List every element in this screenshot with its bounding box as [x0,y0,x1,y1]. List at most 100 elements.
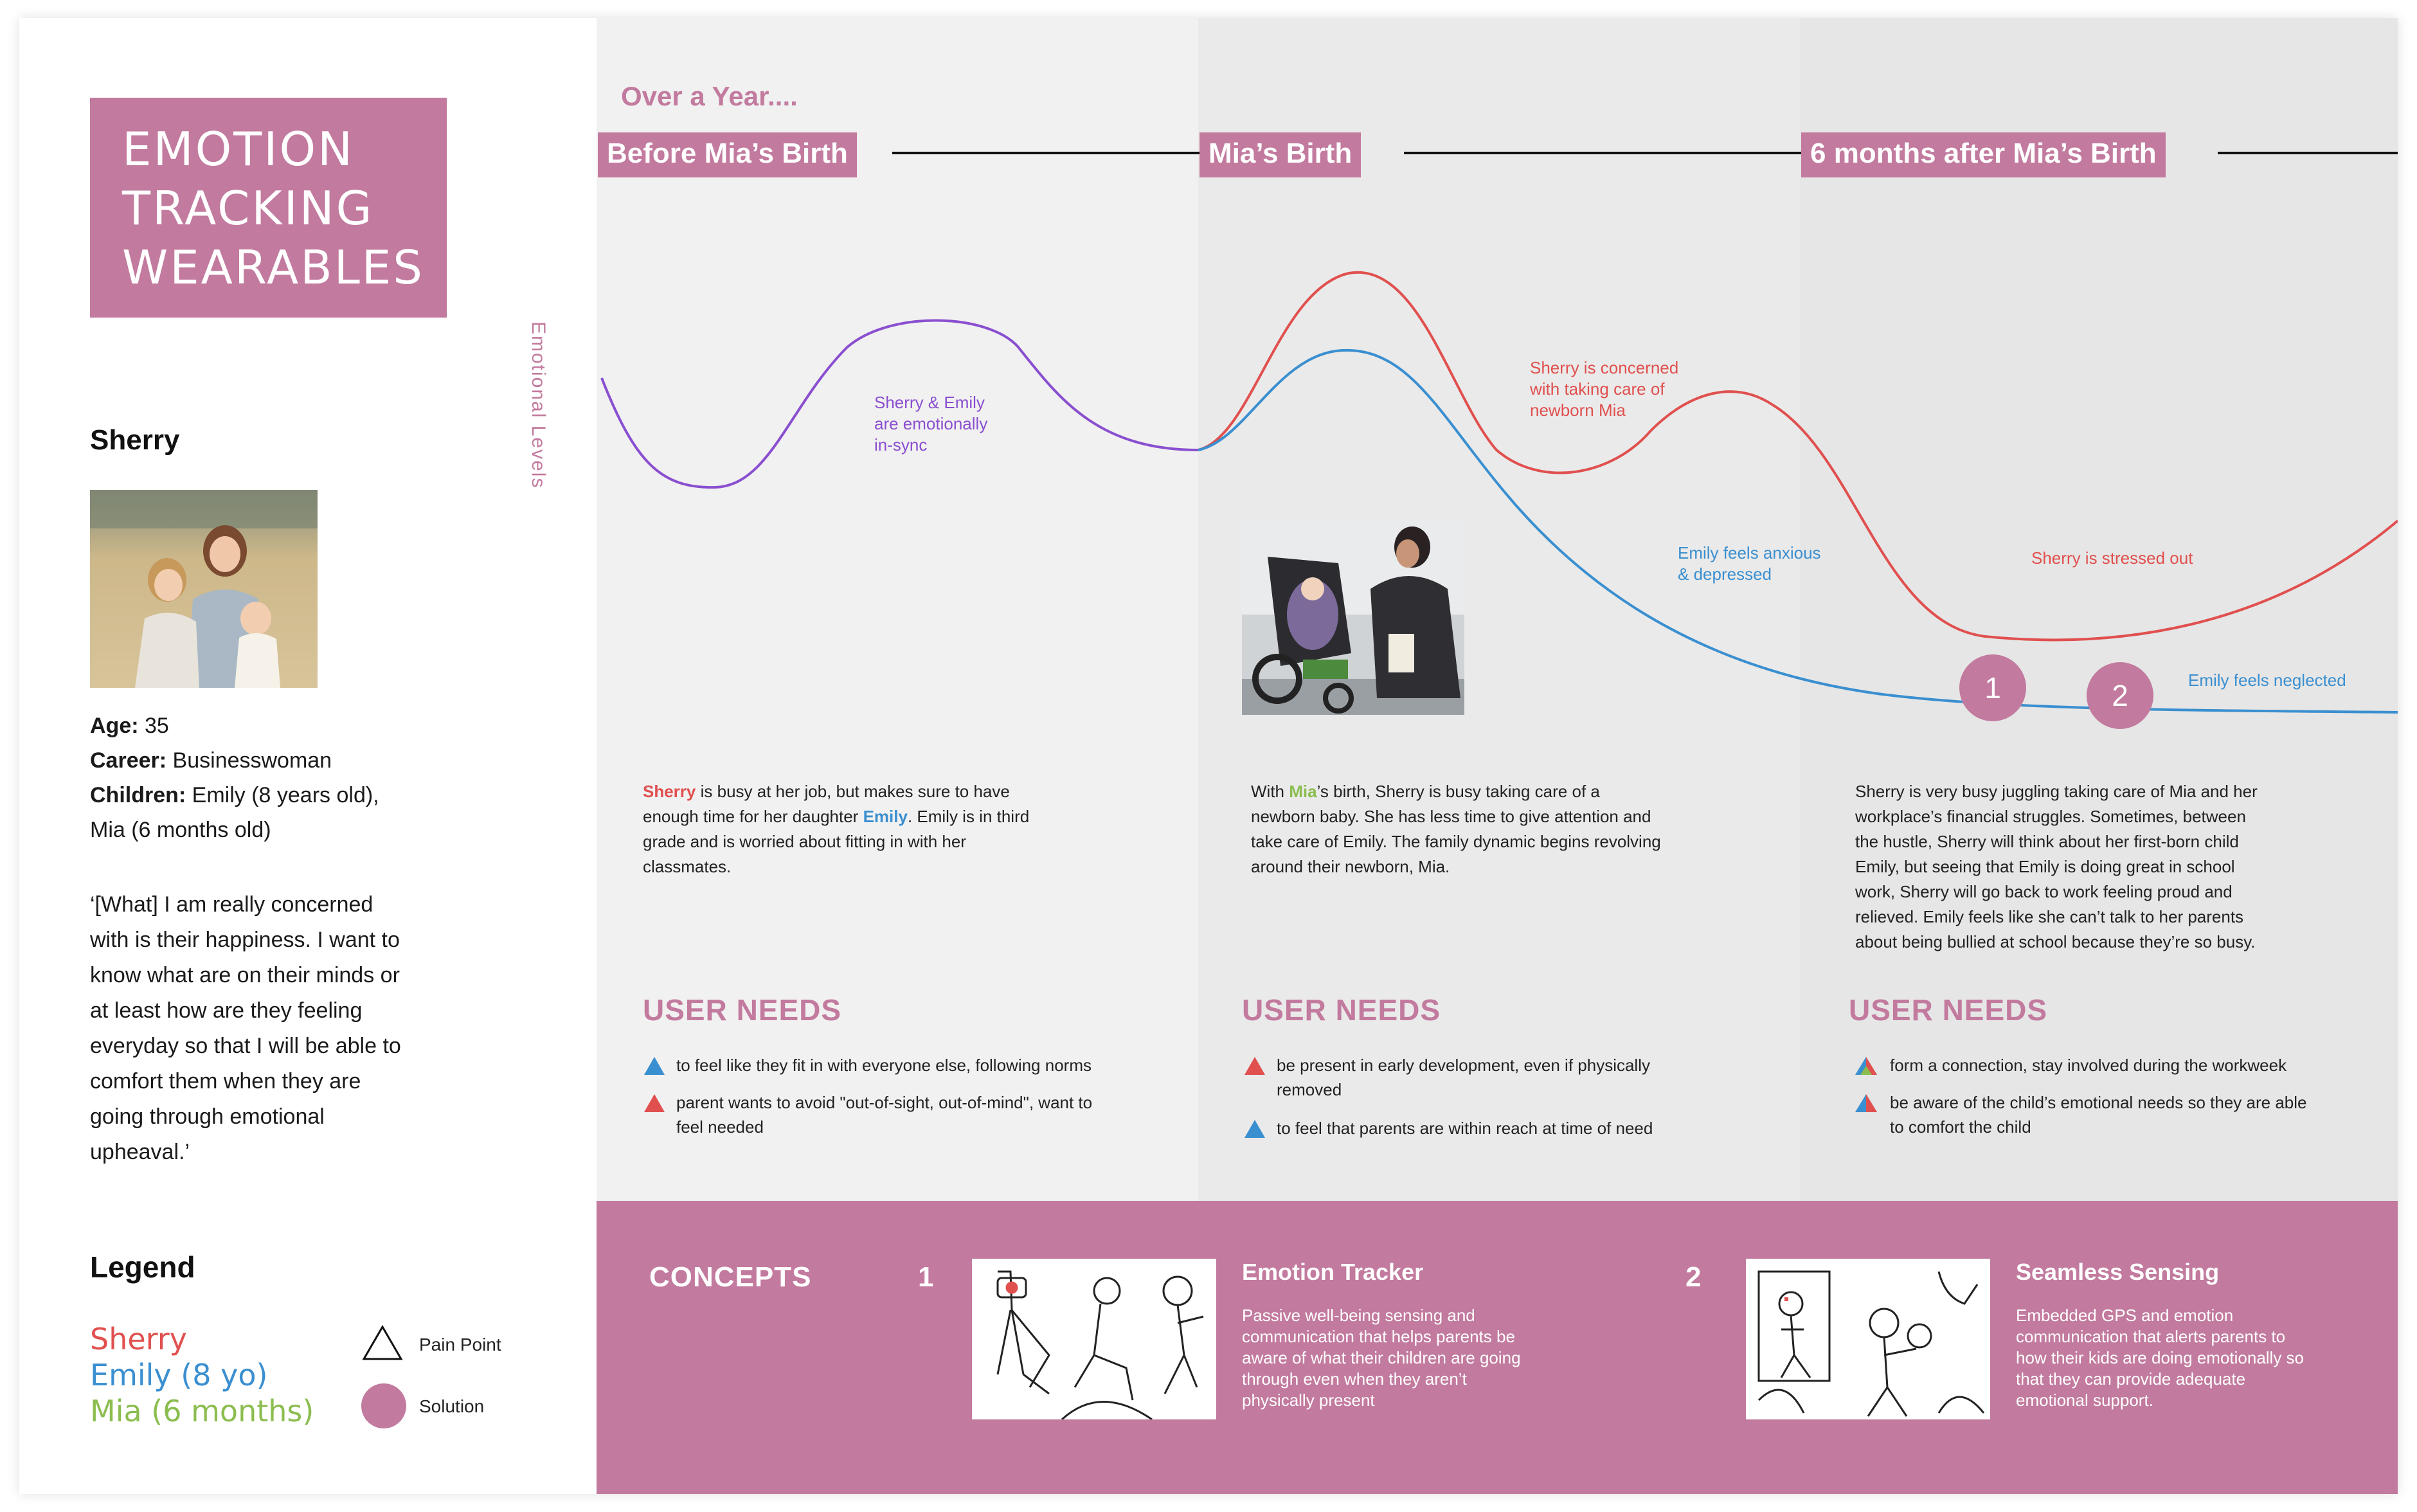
concept-2-sketch [1746,1259,1990,1419]
description-line: work, Sherry will go back to work feelin… [1855,882,2233,901]
legend-title: Legend [90,1250,195,1284]
annotation-sherry-concerned: Sherry is concerned with taking care of … [1530,357,1678,421]
persona-photo [90,490,318,688]
career-value: Businesswoman [166,748,332,773]
user-needs-title-2: USER NEEDS [1242,993,1441,1027]
stroller-photo [1242,518,1464,715]
description-text: With [1251,782,1289,801]
description-line: about being bullied at school because th… [1855,932,2256,951]
pain-point-triangle-icon [362,1325,403,1360]
concept-1-description: Passive well-being sensing and communica… [1242,1305,1521,1411]
stage-column-six-months [1800,18,2398,1201]
concepts-band [597,1201,2398,1494]
concept-desc-line: Passive well-being sensing and [1242,1306,1475,1325]
title-line: EMOTION [122,122,355,176]
red-blue-triangle-icon [1855,1094,1877,1112]
description-line: the hustle, Sherry will think about her … [1855,832,2239,851]
concept-desc-line: communication that alerts parents to [2016,1327,2286,1346]
persona-name: Sherry [90,424,180,456]
quote-line: ‘[What] I am really concerned [90,892,373,917]
description-line: newborn baby. She has less time to give … [1251,807,1651,826]
annotation-in-sync: Sherry & Emily are emotionally in-sync [874,392,987,456]
description-line: relieved. Emily feels like she can’t tal… [1855,907,2244,926]
legend-emily: Emily (8 yo) [90,1358,268,1392]
quote-line: know what are on their minds or [90,963,400,987]
red-triangle-icon [1244,1057,1265,1075]
concept-desc-line: through even when they aren’t [1242,1369,1467,1389]
legend-pain-point-label: Pain Point [419,1335,501,1354]
annotation-line: are emotionally [874,414,988,433]
concept-2-number: 2 [1685,1261,1702,1293]
description-line: Sherry is busy at her job, but makes sur… [643,779,1183,804]
timeline-line [892,152,1201,154]
need-line: removed [1277,1080,1342,1099]
stage-tag-six-months: 6 months after Mia’s Birth [1801,132,2166,177]
description-text: . Emily is in third [907,807,1030,826]
emily-highlight: Emily [863,807,908,826]
annotation-line: with taking care of [1530,379,1665,399]
stage-column-before-birth [597,18,1198,1201]
emotion-curves [600,271,2398,714]
blue-triangle-icon [644,1057,665,1075]
description-line: Sherry is very busy juggling taking care… [1855,782,2258,801]
user-needs-title-3: USER NEEDS [1849,993,2048,1027]
concept-desc-line: how their kids are doing emotionally so [2016,1348,2305,1367]
persona-children: Children: Emily (8 years old), [90,778,379,813]
description-line: Emily, but seeing that Emily is doing gr… [1855,857,2235,876]
annotation-line: in-sync [874,435,928,455]
need-line: be aware of the child’s emotional needs … [1890,1093,2307,1112]
quote-line: everyday so that I will be able to [90,1034,401,1058]
timeline-line [1404,152,1802,154]
annotation-line: Sherry is concerned [1530,358,1679,377]
concept-1-sketch [972,1259,1216,1421]
quote-line: comfort them when they are [90,1069,361,1094]
mia-highlight: Mia [1289,782,1317,801]
children-label: Children: [90,783,186,807]
persona-age: Age: 35 [90,708,169,743]
quote-line: at least how are they feeling [90,998,363,1023]
persona-quote: ‘[What] I am really concerned with is th… [90,887,450,1170]
timeline-label: Over a Year.... [621,81,798,111]
legend-solution-label: Solution [419,1396,485,1416]
annotation-line: newborn Mia [1530,401,1626,420]
concept-desc-line: that they can provide adequate [2016,1369,2246,1389]
need-item: form a connection, stay involved during … [1890,1056,2287,1075]
blue-triangle-icon [1244,1120,1265,1138]
need-line: feel needed [676,1117,764,1137]
concept-desc-line: aware of what their children are going [1242,1348,1521,1367]
annotation-line: Sherry & Emily [874,393,985,412]
annotation-sherry-stressed: Sherry is stressed out [2031,548,2193,568]
description-line: enough time for her daughter Emily. Emil… [643,804,1183,829]
concept-2-name: Seamless Sensing [2016,1259,2220,1285]
sherry-highlight: Sherry [643,782,696,801]
description-text: enough time for her daughter [643,807,863,826]
career-label: Career: [90,748,167,773]
legend-mia: Mia (6 months) [90,1394,314,1428]
concept-desc-line: physically present [1242,1390,1375,1410]
need-item: to feel like they fit in with everyone e… [676,1056,1092,1075]
stage-3-description: Sherry is very busy juggling taking care… [1855,779,2395,955]
concept-desc-line: communication that helps parents be [1242,1327,1515,1346]
description-line: take care of Emily. The family dynamic b… [1251,832,1661,851]
need-line: parent wants to avoid "out-of-sight, out… [676,1093,1093,1112]
need-item: parent wants to avoid "out-of-sight, out… [676,1090,1092,1139]
solution-circle-icon [361,1383,406,1428]
title-line: WEARABLES [122,240,425,294]
stage-tag-birth: Mia’s Birth [1200,132,1361,177]
user-needs-title-1: USER NEEDS [643,993,842,1027]
concept-1-number: 1 [918,1261,934,1293]
quote-line: with is their happiness. I want to [90,928,400,952]
description-line: classmates. [643,857,732,876]
concept-desc-line: emotional support. [2016,1390,2153,1410]
need-item: be aware of the child’s emotional needs … [1890,1090,2307,1139]
stage-1-description: Sherry is busy at her job, but makes sur… [643,779,1183,879]
description-line: With Mia’s birth, Sherry is busy taking … [1251,779,1791,804]
quote-line: going through emotional [90,1104,325,1129]
solution-marker-1: 1 [1959,654,2026,721]
annotation-line: Emily feels anxious [1678,543,1821,562]
poster-title: EMOTION TRACKING WEARABLES [90,98,447,318]
sherry-curve [1198,271,2398,642]
age-label: Age: [90,714,139,738]
need-line: be present in early development, even if… [1277,1056,1650,1075]
timeline-line [2218,152,2398,154]
